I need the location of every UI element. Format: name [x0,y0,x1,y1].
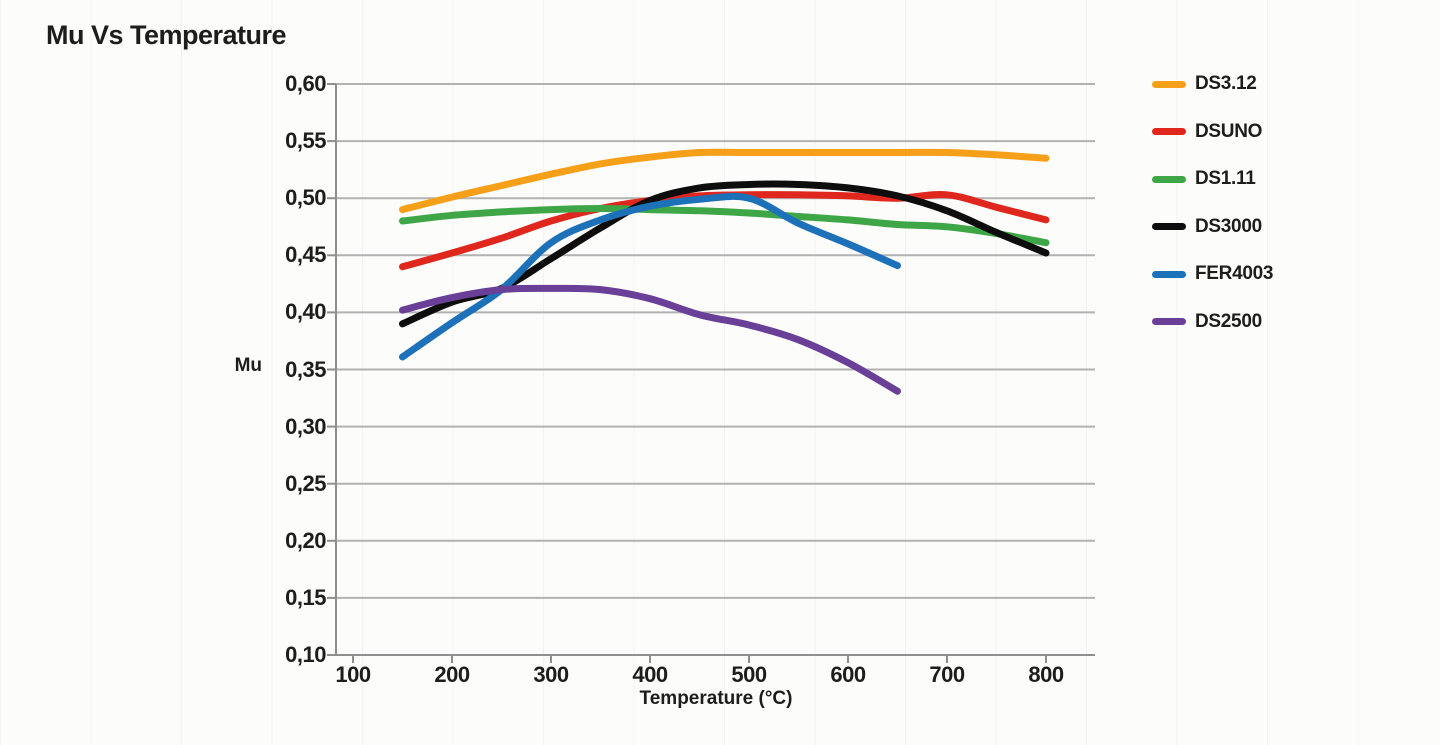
series-line-ds3000 [399,180,1050,328]
y-tick-label: 0,35 [285,356,326,382]
legend-swatch-icon [1152,318,1186,325]
legend-swatch-icon [1152,175,1186,183]
x-tick-label: 200 [434,662,470,687]
y-tick-label: 0,60 [285,71,326,96]
legend-swatch-icon [1152,80,1186,88]
legend-swatch-icon [1152,270,1186,278]
y-tick-label: 0,55 [285,128,326,154]
x-tick-label: 600 [830,662,866,687]
chart-legend: DS3.12 DSUNO DS1.11 DS3000 FER4003 DS2500 [1152,72,1412,357]
legend-swatch-icon [1152,128,1186,135]
legend-swatch-icon [1152,223,1186,230]
series-line-ds111 [399,205,1050,247]
y-tick-label: 0,50 [285,185,326,211]
y-tick-label: 0,25 [285,470,326,496]
legend-item-dsuno: DSUNO [1152,120,1412,144]
legend-label: DS3000 [1195,215,1262,237]
legend-item-ds2500: DS2500 [1152,310,1412,334]
legend-item-fer4003: FER4003 [1152,262,1412,286]
y-tick-label: 0,15 [285,584,326,610]
legend-item-ds111: DS1.11 [1152,167,1412,191]
series-line-ds312 [399,148,1050,214]
y-axis-title: Mu [234,355,262,376]
legend-label: FER4003 [1195,263,1274,284]
x-tick-label: 800 [1028,662,1064,687]
x-tick-label: 700 [929,662,965,687]
legend-label: DS2500 [1195,310,1262,332]
series-line-fer4003 [399,192,901,361]
legend-item-ds312: DS3.12 [1152,72,1412,96]
x-tick-label: 500 [731,662,767,687]
legend-item-ds3000: DS3000 [1152,215,1412,239]
y-tick-label: 0,10 [285,642,326,667]
y-tick-label: 0,20 [285,527,326,553]
y-tick-label: 0,40 [285,299,326,325]
x-tick-label: 400 [632,662,668,687]
x-tick-label: 100 [335,662,371,687]
y-tick-label: 0,30 [285,413,326,439]
legend-label: DS1.11 [1195,168,1256,189]
legend-label: DS3.12 [1195,73,1257,94]
x-tick-label: 300 [533,662,569,687]
legend-label: DSUNO [1195,120,1263,142]
chart-title: Mu Vs Temperature [46,20,287,50]
y-tick-label: 0,45 [285,242,326,268]
series-line-ds2500 [399,284,901,395]
x-axis-title: Temperature (°C) [639,688,793,709]
